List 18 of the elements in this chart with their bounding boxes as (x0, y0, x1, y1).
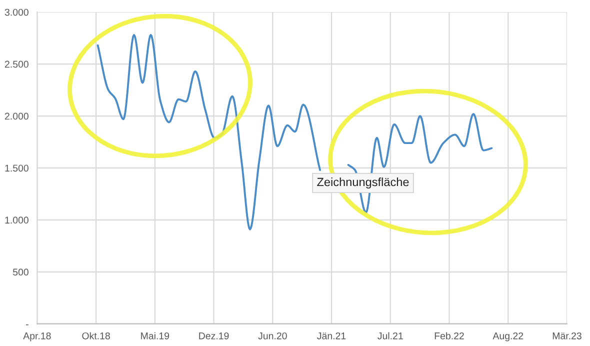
x-tick-label: Feb.22 (434, 332, 464, 340)
x-tick-label: Mai.19 (141, 332, 170, 340)
x-tick-label: Jul.21 (378, 332, 403, 340)
x-tick-label: Aug.22 (492, 332, 524, 342)
y-tick-label: 1.000 (5, 216, 28, 224)
y-tick-label: - (26, 324, 28, 326)
x-tick-label: Mär.23 (552, 332, 582, 340)
y-tick-label: 500 (13, 268, 28, 276)
x-tick-label: Apr.18 (23, 332, 51, 342)
y-tick-label: 1.500 (5, 164, 28, 172)
x-tick-label: Jun.20 (258, 332, 287, 340)
y-tick-label: 3.000 (4, 8, 28, 16)
x-tick-label: Okt.18 (82, 332, 110, 340)
annotation: Zeichnungsfläche (317, 178, 409, 189)
y-tick-label: 2.500 (5, 60, 28, 68)
y-tick-label: 2.000 (5, 112, 28, 120)
x-tick-label: Dez.19 (199, 332, 229, 340)
x-tick-label: Jän.21 (317, 332, 346, 340)
